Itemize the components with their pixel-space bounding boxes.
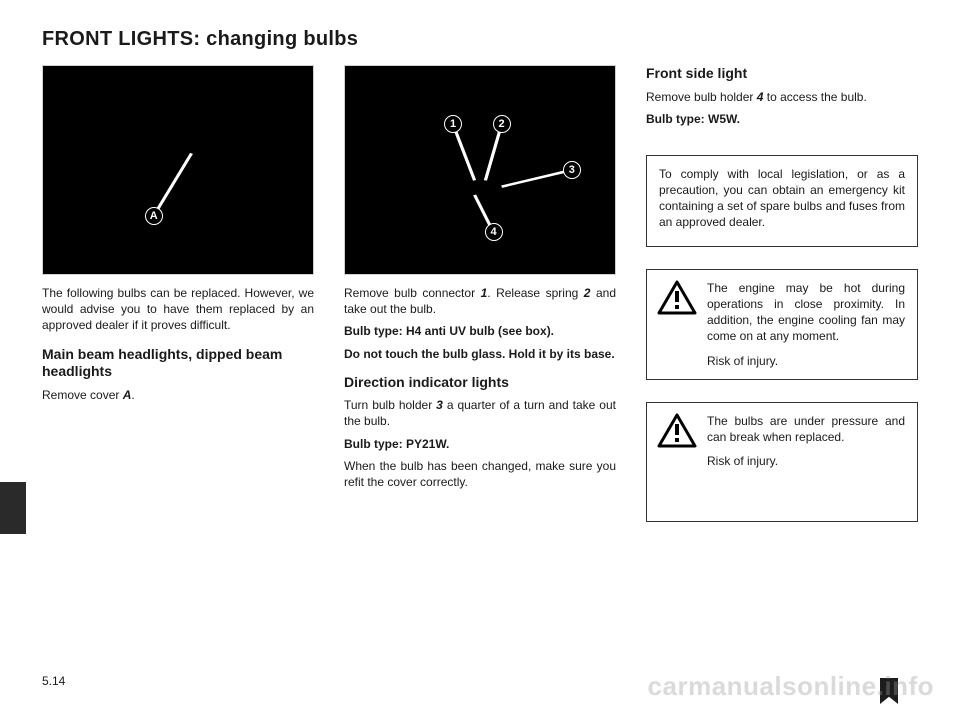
column-left: A The following bulbs can be replaced. H… [42,65,314,544]
mid-p4-a: Turn bulb holder [344,398,436,412]
box3-footer: Risk of injury. [707,454,778,468]
mid-p3: Do not touch the bulb glass. Hold it by … [344,346,616,362]
box2-footer: Risk of injury. [707,354,778,368]
bookmark-icon [880,678,898,704]
manual-page: FRONT LIGHTS: changing bulbs A The follo… [0,0,960,710]
page-title: FRONT LIGHTS: changing bulbs [42,28,918,51]
right-p1: Remove bulb holder 4 to access the bulb. [646,89,918,105]
warning-icon [657,413,697,449]
figure-a-svg [43,66,313,274]
left-p2: Remove cover A. [42,387,314,403]
warning-box-engine-hot: The engine may be hot during operations … [646,269,918,380]
figure-bulb-connector: 1 2 3 4 [344,65,616,275]
leader-3 [502,170,572,187]
leader-1 [453,124,475,180]
info-box-emergency-kit: To comply with local legislation, or as … [646,155,918,247]
page-number: 5.14 [42,674,65,688]
mid-p1-c: . Release spring [487,286,584,300]
mid-p1-a: Remove bulb connector [344,286,481,300]
mid-p4-b: 3 [436,398,443,412]
leader-a [154,153,192,215]
left-h2: Main beam headlights, dipped beam headli… [42,346,314,381]
mid-p1: Remove bulb connector 1. Release spring … [344,285,616,317]
mid-p2: Bulb type: H4 anti UV bulb (see box). [344,323,616,339]
mid-p5: Bulb type: PY21W. [344,436,616,452]
marker-3: 3 [563,161,581,179]
mid-p6: When the bulb has been changed, make sur… [344,458,616,490]
left-p2-c: . [131,388,134,402]
side-tab [0,482,26,534]
warning-icon [657,280,697,316]
warning-box-bulb-pressure: The bulbs are under pressure and can bre… [646,402,918,522]
mid-h2: Direction indicator lights [344,374,616,392]
content-columns: A The following bulbs can be replaced. H… [42,65,918,544]
marker-4: 4 [485,223,503,241]
left-p2-a: Remove cover [42,388,123,402]
marker-a: A [145,207,163,225]
box2-text: The engine may be hot during operations … [707,281,905,344]
box3-text: The bulbs are under pressure and can bre… [707,414,905,444]
right-p1-a: Remove bulb holder [646,90,757,104]
left-p1: The following bulbs can be replaced. How… [42,285,314,334]
box1-text: To comply with local legislation, or as … [659,167,905,230]
column-right: Front side light Remove bulb holder 4 to… [646,65,918,544]
marker-2: 2 [493,115,511,133]
right-h2: Front side light [646,65,918,83]
figure-cover-a: A [42,65,314,275]
right-p1-c: to access the bulb. [763,90,866,104]
mid-p4: Turn bulb holder 3 a quarter of a turn a… [344,397,616,429]
column-middle: 1 2 3 4 Remove bulb connector 1. Release… [344,65,616,544]
right-p2: Bulb type: W5W. [646,111,918,127]
